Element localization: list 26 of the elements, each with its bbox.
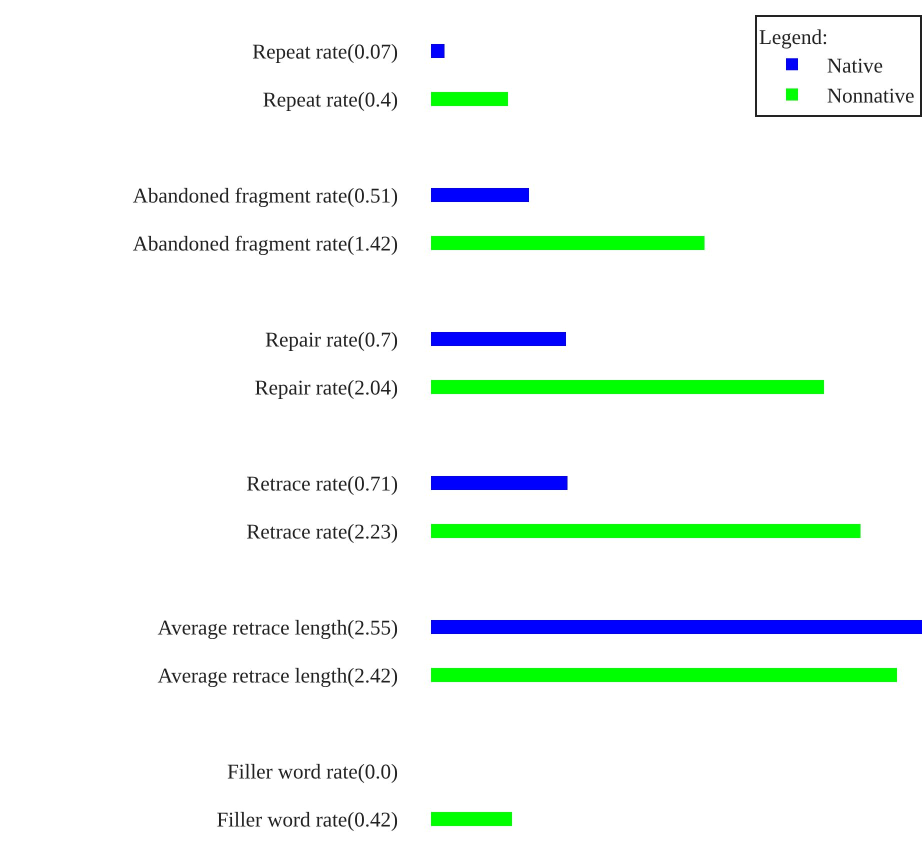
bar <box>431 476 568 490</box>
y-tick-label: Repeat rate(0.07) <box>252 39 398 64</box>
bar <box>431 332 566 346</box>
y-tick-label: Abandoned fragment rate(1.42) <box>132 231 398 256</box>
y-tick-label: Repeat rate(0.4) <box>262 87 398 112</box>
y-tick-label: Average retrace length(2.55) <box>158 615 398 640</box>
y-tick-label: Abandoned fragment rate(0.51) <box>132 183 398 208</box>
bar <box>431 524 861 538</box>
bar <box>431 92 508 106</box>
bar <box>431 44 444 58</box>
bar <box>431 668 897 682</box>
y-tick-label: Filler word rate(0.42) <box>216 807 398 832</box>
legend-label: Native <box>827 53 883 78</box>
y-tick-label: Retrace rate(0.71) <box>246 471 398 496</box>
y-tick-label: Repair rate(0.7) <box>265 327 398 352</box>
bar <box>431 380 824 394</box>
y-tick-label: Retrace rate(2.23) <box>246 519 398 544</box>
y-tick-label: Average retrace length(2.42) <box>158 663 398 688</box>
y-tick-label: Filler word rate(0.0) <box>227 759 398 784</box>
bar <box>431 620 922 634</box>
bar <box>431 188 530 202</box>
bar <box>431 236 704 250</box>
bar <box>431 812 512 826</box>
legend-title: Legend: <box>759 25 828 50</box>
legend-label: Nonnative <box>827 84 914 108</box>
y-tick-label: Repair rate(2.04) <box>254 375 398 400</box>
